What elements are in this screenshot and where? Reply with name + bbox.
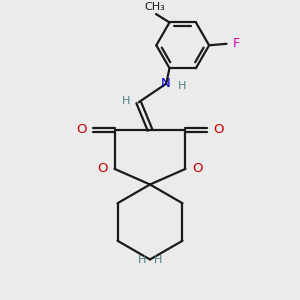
Text: O: O (192, 162, 202, 176)
Text: H: H (137, 255, 146, 265)
Text: CH₃: CH₃ (144, 2, 165, 12)
Text: O: O (214, 123, 224, 136)
Text: H: H (154, 255, 163, 265)
Text: H: H (178, 81, 186, 91)
Text: O: O (76, 123, 86, 136)
Text: H: H (122, 96, 130, 106)
Text: O: O (98, 162, 108, 176)
Text: N: N (161, 76, 170, 90)
Text: F: F (233, 37, 240, 50)
